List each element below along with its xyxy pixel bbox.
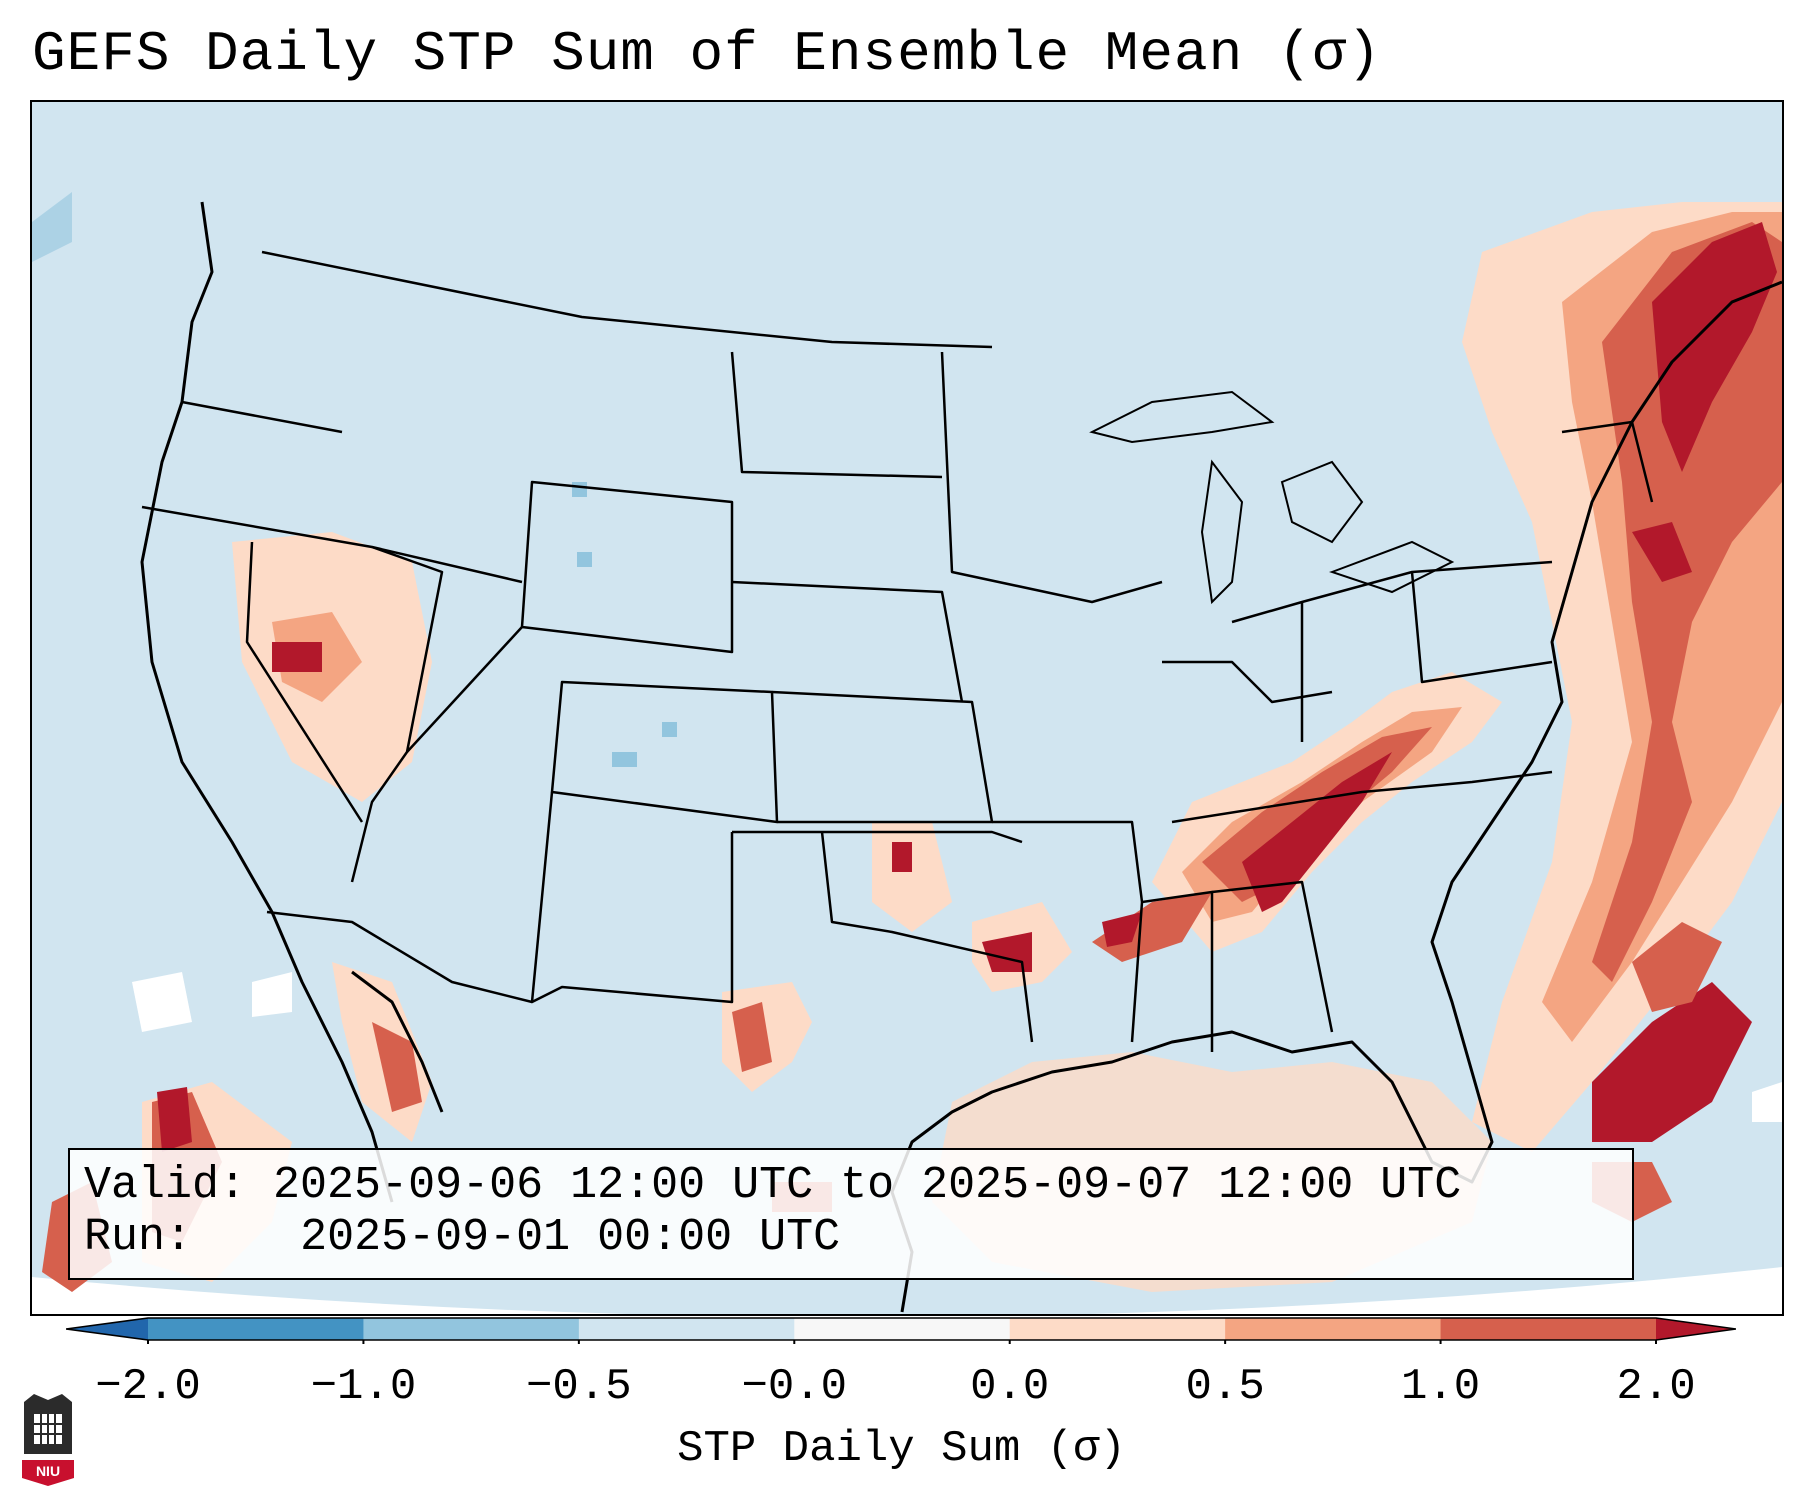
map-panel: [30, 100, 1784, 1316]
chart-title: GEFS Daily STP Sum of Ensemble Mean (σ): [32, 22, 1382, 86]
projection-edge: [32, 1267, 1782, 1314]
colorbar-segment: [1440, 1318, 1657, 1340]
colorbar-tick-label: −1.0: [310, 1362, 417, 1412]
colorbar-tick-label: 0.0: [970, 1362, 1050, 1412]
info-box: Valid: 2025-09-06 12:00 UTC to 2025-09-0…: [68, 1148, 1634, 1280]
valid-label: Valid:: [84, 1160, 247, 1211]
colorbar-tick-label: −0.0: [741, 1362, 848, 1412]
colorbar-segment: [1009, 1318, 1226, 1340]
colorbar-segment: [148, 1318, 364, 1340]
map-canvas: [32, 102, 1782, 1314]
run-label: Run:: [84, 1212, 193, 1263]
colorbar-segment: [363, 1318, 580, 1340]
colorbar-tick-label: −2.0: [95, 1362, 201, 1412]
valid-line: Valid: 2025-09-06 12:00 UTC to 2025-09-0…: [84, 1160, 1461, 1211]
run-value: 2025-09-01 00:00 UTC: [300, 1212, 841, 1263]
state-borders: [141, 250, 1654, 1052]
colorbar-segment: [578, 1318, 795, 1340]
niu-logo-text: NIU: [36, 1463, 60, 1479]
great-lakes: [1089, 390, 1455, 605]
niu-logo: NIU: [20, 1392, 76, 1488]
colorbar-tick-label: 1.0: [1400, 1362, 1481, 1412]
colorbar-tick-label: 0.5: [1185, 1362, 1265, 1412]
colorbar: [65, 1314, 1737, 1344]
colorbar-label: STP Daily Sum (σ): [677, 1424, 1126, 1474]
colorbar-tick-label: −0.5: [526, 1362, 632, 1412]
colorbar-tick-label: 2.0: [1616, 1362, 1696, 1412]
valid-value: 2025-09-06 12:00 UTC to 2025-09-07 12:00…: [273, 1160, 1462, 1211]
run-line: Run: 2025-09-01 00:00 UTC: [84, 1212, 840, 1263]
colorbar-under-arrow: [66, 1318, 148, 1340]
colorbar-segment: [1225, 1318, 1442, 1340]
stp-field-southeast: [1092, 672, 1502, 962]
colorbar-segment: [794, 1318, 1011, 1340]
niu-logo-icon: NIU: [22, 1394, 74, 1486]
colorbar-svg: [65, 1317, 1737, 1344]
colorbar-over-arrow: [1656, 1318, 1736, 1340]
